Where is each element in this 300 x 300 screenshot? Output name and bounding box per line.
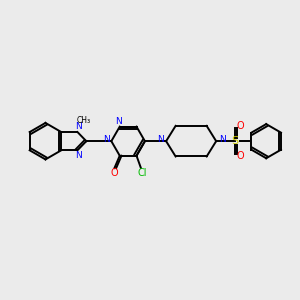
- Text: Cl: Cl: [138, 168, 147, 178]
- Text: O: O: [237, 121, 244, 131]
- Text: N: N: [76, 122, 82, 131]
- Text: O: O: [237, 152, 244, 161]
- Text: N: N: [76, 151, 82, 160]
- Text: N: N: [115, 117, 122, 126]
- Text: N: N: [103, 136, 110, 145]
- Text: N: N: [219, 135, 225, 144]
- Text: O: O: [111, 168, 118, 178]
- Text: CH₃: CH₃: [77, 116, 91, 125]
- Text: N: N: [157, 135, 164, 144]
- Text: S: S: [232, 136, 239, 146]
